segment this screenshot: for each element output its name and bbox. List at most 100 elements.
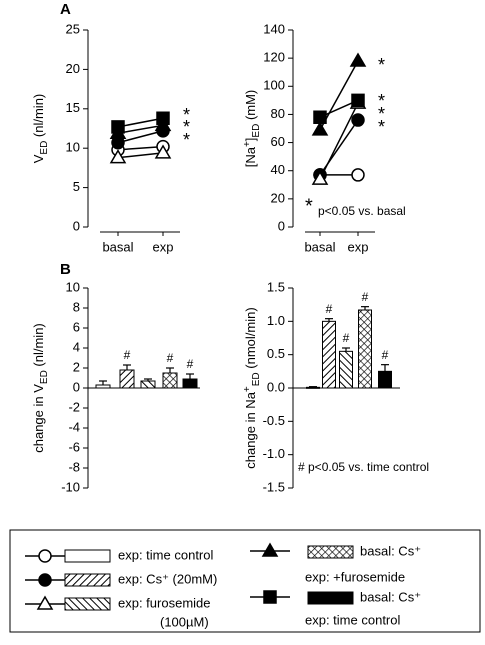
significance-label: #	[167, 351, 174, 365]
y-tick-label: 20	[271, 190, 285, 205]
note: p<0.05 vs. basal	[318, 204, 406, 218]
bar	[162, 372, 178, 389]
y-tick-label: 140	[263, 21, 285, 36]
bar	[182, 378, 198, 389]
legend-swatch	[64, 549, 111, 563]
note: *	[305, 195, 313, 217]
y-tick-label: -6	[68, 439, 80, 454]
y-tick-label: 80	[271, 106, 285, 121]
significance-label: #	[343, 331, 350, 345]
legend-label: exp: time control	[305, 612, 400, 627]
significance-label: #	[362, 290, 369, 304]
y-tick-label: -1.0	[263, 446, 285, 461]
y-tick-label: 100	[263, 78, 285, 93]
annotation: *	[183, 105, 190, 125]
bar	[306, 386, 320, 389]
y-tick-label: 5	[73, 179, 80, 194]
y-axis-label: [Na+]ED (mM)	[242, 90, 262, 168]
marker	[109, 149, 127, 164]
bar	[95, 384, 111, 389]
y-axis-label-part: (nl/min)	[31, 94, 46, 141]
y-axis-label-part: ]	[243, 138, 258, 142]
y-axis-label: change in VED (nl/min)	[31, 323, 49, 453]
series-line	[117, 145, 164, 151]
legend-label: basal: Cs⁺	[360, 543, 421, 558]
note: # p<0.05 vs. time control	[298, 460, 429, 474]
x-tick-label: basal	[102, 239, 133, 254]
y-tick-label: 40	[271, 162, 285, 177]
y-tick-label: 60	[271, 134, 285, 149]
y-axis-label-part: +	[242, 386, 253, 392]
y-tick-label: -2	[68, 399, 80, 414]
y-axis-label-part: ED	[251, 372, 262, 386]
marker	[311, 121, 329, 136]
series-line	[319, 102, 359, 180]
legend-label: basal: Cs⁺	[360, 589, 421, 604]
y-tick-label: 0.5	[267, 346, 285, 361]
y-axis-label-part: ED	[251, 124, 262, 138]
legend-box	[9, 529, 481, 633]
y-tick-label: 0	[73, 379, 80, 394]
y-tick-label: 0	[278, 218, 285, 233]
annotation: *	[378, 117, 385, 137]
annotation: *	[183, 117, 190, 137]
y-tick-label: -4	[68, 419, 80, 434]
y-axis-label-part: +	[242, 141, 253, 147]
marker	[313, 110, 327, 124]
significance-label: #	[187, 357, 194, 371]
y-tick-label: 0	[73, 218, 80, 233]
annotation: *	[378, 55, 385, 75]
legend-label: exp: furosemide	[118, 595, 211, 610]
bar	[119, 369, 135, 389]
legend-label: exp: time control	[118, 547, 213, 562]
x-tick-label: exp	[153, 239, 174, 254]
y-tick-label: 10	[66, 140, 80, 155]
y-tick-label: 15	[66, 100, 80, 115]
x-tick-label: basal	[304, 239, 335, 254]
marker	[38, 549, 52, 563]
bar	[140, 380, 156, 389]
y-axis-label-part: [Na	[243, 146, 258, 167]
panel-label: B	[60, 261, 71, 278]
y-axis-label-part: change in V	[31, 384, 46, 453]
x-tick-label: exp	[348, 239, 369, 254]
y-tick-label: 0.0	[267, 379, 285, 394]
marker	[156, 111, 170, 126]
y-tick-label: 25	[66, 21, 80, 36]
annotation: *	[378, 104, 385, 124]
y-tick-label: 10	[66, 279, 80, 294]
y-axis-label-part: (nl/min)	[31, 323, 46, 370]
marker	[349, 52, 367, 67]
y-tick-label: -8	[68, 459, 80, 474]
bar	[322, 320, 336, 389]
significance-label: #	[124, 348, 131, 362]
significance-label: #	[382, 348, 389, 362]
marker	[261, 542, 279, 557]
y-axis-label-part: ED	[39, 141, 50, 155]
annotation: *	[183, 130, 190, 150]
y-tick-label: -10	[61, 479, 80, 494]
panel-label: A	[60, 1, 71, 18]
significance-label: #	[326, 302, 333, 316]
y-axis-label: VED (nl/min)	[31, 94, 49, 164]
marker	[111, 120, 125, 134]
y-tick-label: 4	[73, 339, 80, 354]
annotation: *	[378, 91, 385, 111]
marker	[263, 590, 277, 604]
y-tick-label: -0.5	[263, 413, 285, 428]
bar	[358, 309, 372, 389]
y-axis-label-part: V	[31, 154, 46, 163]
y-axis-label-part: (mM)	[243, 90, 258, 124]
y-tick-label: 1.0	[267, 313, 285, 328]
marker	[351, 113, 365, 127]
y-tick-label: 120	[263, 50, 285, 65]
bar	[339, 350, 353, 389]
series-line	[117, 117, 164, 128]
marker	[351, 93, 365, 108]
series-line	[117, 152, 164, 159]
marker	[36, 595, 54, 610]
marker	[38, 573, 52, 587]
legend-label: (100µM)	[160, 614, 209, 629]
marker	[154, 144, 172, 159]
